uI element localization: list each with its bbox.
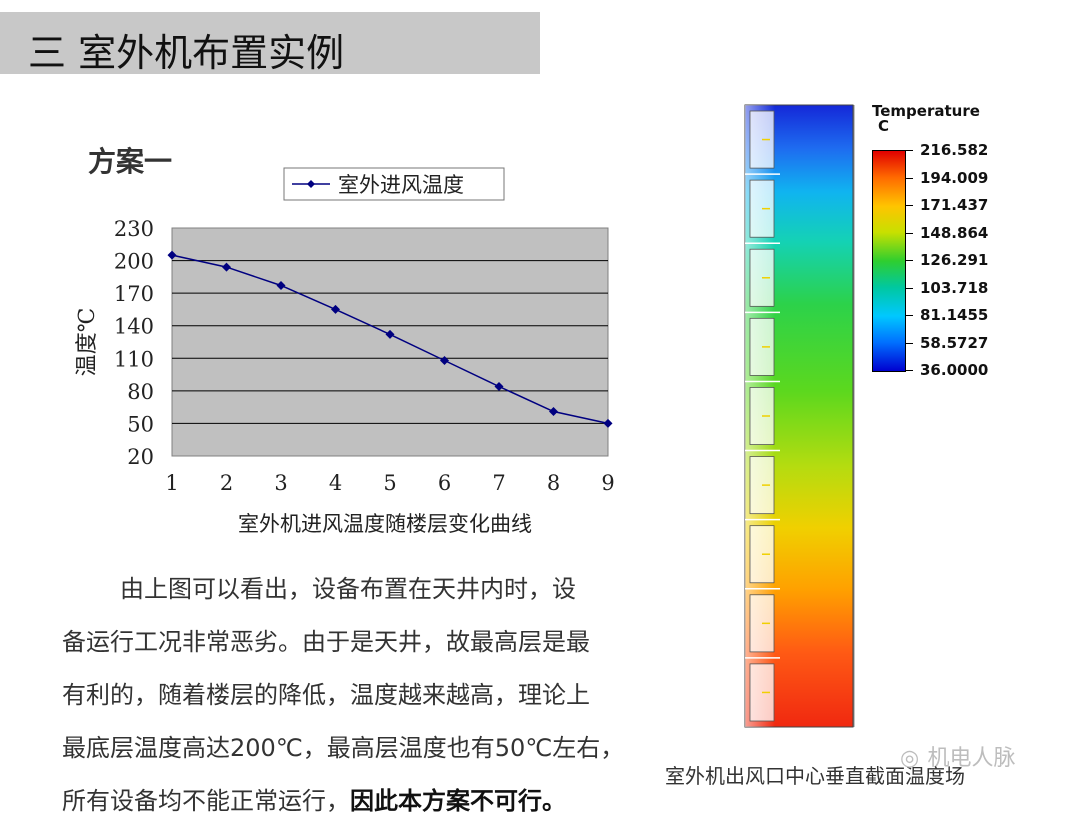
legend-tick <box>905 260 913 261</box>
floor-unit <box>745 380 780 445</box>
floor-unit <box>745 449 780 515</box>
chart-data-point <box>276 281 286 291</box>
chart-data-point <box>494 382 504 392</box>
chart-data-point <box>385 329 395 339</box>
legend-title-line2: C <box>878 117 890 135</box>
chart-x-tick-label: 3 <box>274 471 287 495</box>
paragraph-line-4: 最底层温度高达200℃，最高层温度也有50℃左右， <box>62 734 625 762</box>
legend-value: 148.864 <box>920 223 989 242</box>
scheme-label: 方案一 <box>88 145 173 178</box>
paragraph-line-3: 有利的，随着楼层的降低，温度越来越高，理论上 <box>62 681 590 709</box>
legend-title: Temperature C <box>872 104 980 134</box>
chart-legend-label: 室外进风温度 <box>338 173 464 197</box>
chart-y-tick-label: 20 <box>127 445 154 469</box>
chart-x-tick-label: 8 <box>547 471 560 495</box>
legend-tick <box>905 177 913 179</box>
legend-value: 194.009 <box>920 168 989 187</box>
figure-caption: 室外机出风口中心垂直截面温度场 <box>665 764 965 788</box>
floor-unit <box>745 657 780 722</box>
chart-data-point <box>603 418 613 428</box>
chart-y-tick-label: 110 <box>114 347 154 371</box>
floor-unit <box>745 518 780 584</box>
legend-value: 216.582 <box>920 141 989 159</box>
chart-y-axis-label: 温度℃ <box>75 308 100 377</box>
legend-value: 103.718 <box>920 278 989 297</box>
floor-unit <box>745 173 780 238</box>
legend-tick <box>905 232 913 234</box>
temperature-field-image <box>744 104 855 728</box>
floor-unit <box>745 311 780 376</box>
legend-value: 171.437 <box>920 196 989 214</box>
paragraph-conclusion: 因此本方案不可行。 <box>350 787 566 815</box>
legend-value: 36.0000 <box>920 361 989 379</box>
chart-data-point <box>549 406 558 416</box>
legend-value: 58.5727 <box>920 333 989 352</box>
chart-y-tick-label: 80 <box>127 380 154 404</box>
floor-units <box>745 110 780 722</box>
chart-x-tick-label: 6 <box>438 471 451 495</box>
description-paragraph: 由上图可以看出，设备布置在天井内时，设 备运行工况非常恶劣。由于是天井，故最高层… <box>62 563 702 828</box>
chart-y-tick-label: 230 <box>114 217 154 241</box>
chart-x-tick-label: 2 <box>220 471 233 495</box>
title-bar: 三 室外机布置实例 <box>0 12 540 75</box>
chart-plot-area <box>171 227 609 457</box>
page-title: 三 室外机布置实例 <box>28 31 345 75</box>
floor-unit <box>745 588 780 653</box>
legend-tick <box>905 205 913 206</box>
chart-data-point <box>222 262 231 272</box>
legend-tick <box>905 342 913 344</box>
paragraph-line-1: 由上图可以看出，设备布置在天井内时，设 <box>120 575 576 603</box>
chart-x-axis-label: 室外机进风温度随楼层变化曲线 <box>238 512 532 536</box>
chart-x-tick-label: 1 <box>165 471 178 495</box>
floor-unit <box>749 110 775 169</box>
paragraph-line-5: 所有设备均不能正常运行，因此本方案不可行。 <box>62 775 702 828</box>
line-chart: 室外进风温度 20 50 80 110 140 170 200 230 1 2 3 4 5 6 7 8 9 温… <box>75 167 615 536</box>
chart-x-tick-label: 5 <box>383 471 396 495</box>
chart-y-tick-label: 50 <box>127 412 154 436</box>
legend-tick <box>905 315 913 316</box>
chart-data-points <box>167 250 613 428</box>
legend-value: 126.291 <box>920 251 989 269</box>
temperature-legend: Temperature C 216.582 194.009 171.437 148.8… <box>868 104 998 379</box>
chart-data-point <box>440 355 449 365</box>
chart-y-tick-label: 200 <box>114 250 154 274</box>
chart-data-point <box>167 250 177 260</box>
paragraph-line-5-text: 所有设备均不能正常运行， <box>62 787 350 815</box>
chart-x-tick-label: 4 <box>329 471 342 495</box>
watermark: ◎ 机电人脉 <box>900 740 1015 772</box>
legend-tick <box>905 150 913 151</box>
chart-x-tick-label: 9 <box>601 471 614 495</box>
legend-tick <box>905 370 913 371</box>
chart-y-tick-label: 170 <box>114 282 154 306</box>
legend-title-line1: Temperature <box>872 102 980 120</box>
chart-y-ticks: 20 50 80 110 140 170 200 230 <box>114 217 154 469</box>
chart-legend-marker <box>307 180 315 188</box>
chart-x-tick-label: 7 <box>492 471 505 495</box>
chart-data-point <box>331 304 340 314</box>
watermark-text: 机电人脉 <box>927 746 1016 771</box>
paragraph-line-2: 备运行工况非常恶劣。由于是天井，故最高层是最 <box>62 628 590 656</box>
chart-y-tick-label: 140 <box>114 315 154 339</box>
legend-tick <box>905 287 913 289</box>
chart-gridlines <box>172 260 608 424</box>
legend-value: 81.1455 <box>920 306 989 324</box>
legend-color-bar <box>872 150 906 372</box>
floor-unit <box>745 242 780 307</box>
chart-x-ticks: 1 2 3 4 5 6 7 8 9 <box>165 471 614 495</box>
wechat-icon: ◎ <box>900 746 920 771</box>
